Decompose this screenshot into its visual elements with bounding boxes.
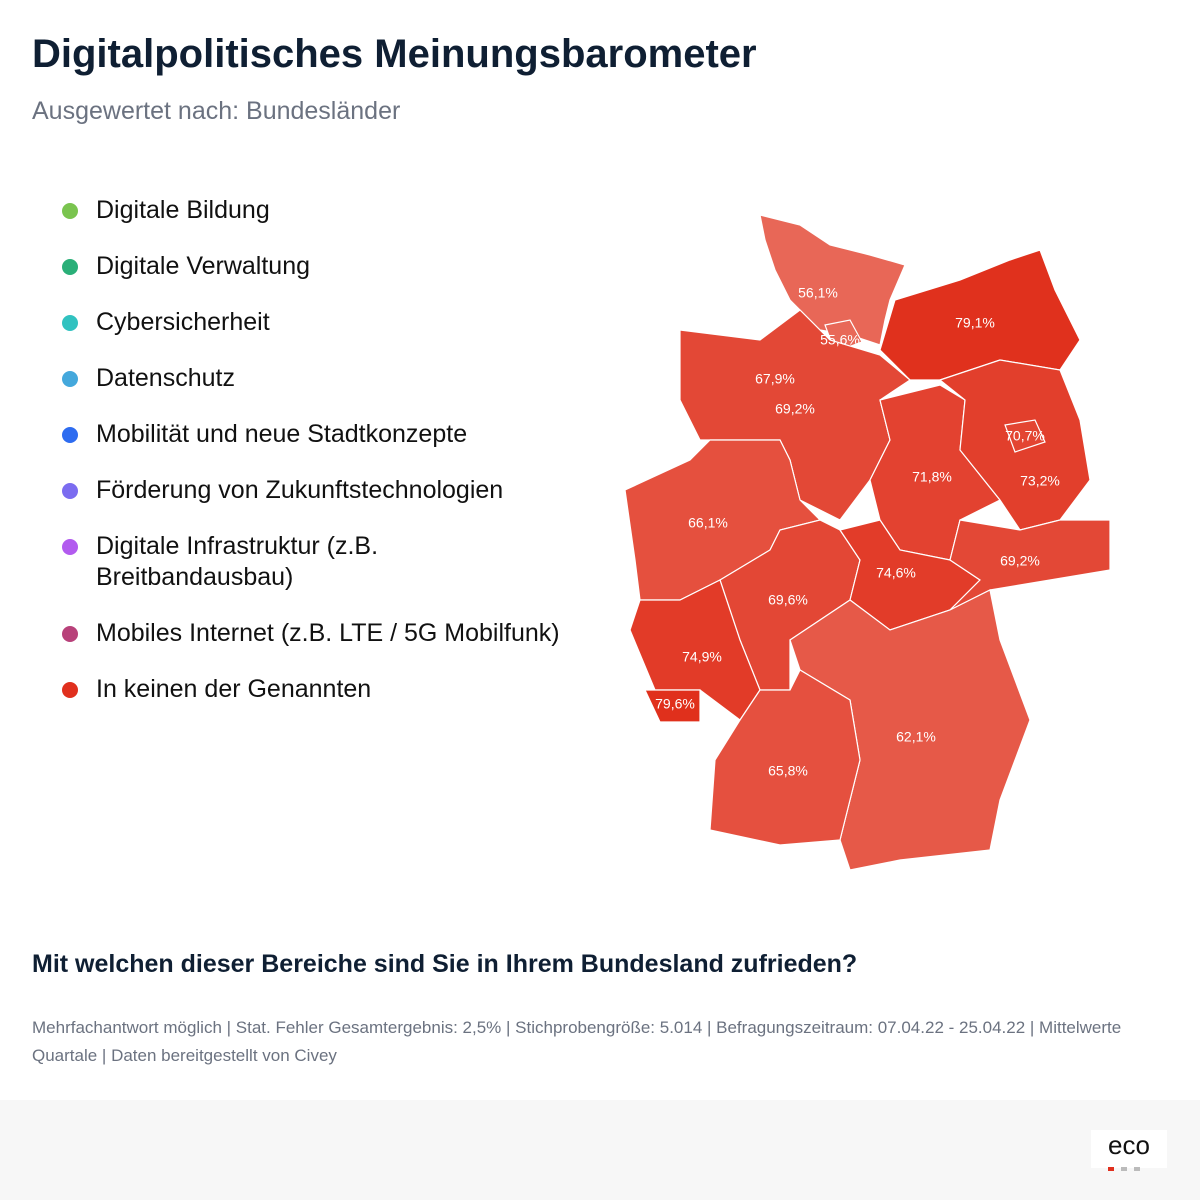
legend-item: Datenschutz [62, 363, 572, 394]
state-label: 74,9% [682, 649, 722, 665]
state-label: 74,6% [876, 565, 916, 581]
state [879, 249, 1081, 381]
question: Mit welchen dieser Bereiche sind Sie in … [32, 950, 858, 978]
legend-label: Förderung von Zukunftstechnologien [96, 476, 504, 504]
state-label: 71,8% [912, 469, 952, 485]
footer [0, 1100, 1200, 1200]
legend-label: Digitale Infrastruktur (z.B. Breitbandau… [96, 532, 379, 591]
state-label: 69,6% [768, 592, 808, 608]
legend-dot [62, 203, 78, 219]
legend-label: Mobilität und neue Stadtkonzepte [96, 420, 468, 448]
legend-label: Mobiles Internet (z.B. LTE / 5G Mobilfun… [96, 619, 560, 647]
state [949, 519, 1111, 611]
legend-item: Digitale Infrastruktur (z.B. Breitbandau… [62, 531, 572, 593]
legend-dot [62, 259, 78, 275]
state-label: 69,2% [775, 401, 815, 417]
state-label: 66,1% [688, 515, 728, 531]
legend-item: In keinen der Genannten [62, 674, 572, 705]
legend-dot [62, 371, 78, 387]
state-label: 62,1% [896, 729, 936, 745]
legend: Digitale Bildung Digitale Verwaltung Cyber… [62, 195, 572, 730]
state [759, 214, 906, 346]
legend-item: Mobilität und neue Stadtkonzepte [62, 419, 572, 450]
state-label: 55,6% [820, 332, 860, 348]
logo: eco [1091, 1130, 1167, 1168]
map: 56,1% 55,6% 79,1% 67,9% 69,2% 71,8% 73,2% 70,7%… [624, 214, 1111, 871]
state-label: 65,8% [768, 763, 808, 779]
legend-item: Digitale Bildung [62, 195, 572, 226]
legend-dot [62, 682, 78, 698]
state-label: 56,1% [798, 285, 838, 301]
legend-item: Mobiles Internet (z.B. LTE / 5G Mobilfun… [62, 618, 572, 649]
legend-dot [62, 539, 78, 555]
legend-label: Datenschutz [96, 364, 235, 392]
state-label: 67,9% [755, 371, 795, 387]
state [1004, 419, 1046, 453]
title: Digitalpolitisches Meinungsbarometer [32, 32, 757, 76]
legend-dot [62, 427, 78, 443]
legend-label: Digitale Bildung [96, 196, 270, 224]
legend-dot [62, 315, 78, 331]
legend-item: Förderung von Zukunftstechnologien [62, 475, 572, 506]
logo-dots [1108, 1158, 1147, 1176]
legend-label: Digitale Verwaltung [96, 252, 311, 280]
legend-dot [62, 483, 78, 499]
note: Mehrfachantwort möglich | Stat. Fehler G… [32, 1018, 1122, 1065]
state-label: 79,1% [955, 315, 995, 331]
legend-label: In keinen der Genannten [96, 675, 372, 703]
state-label: 79,6% [655, 696, 695, 712]
subtitle: Ausgewertet nach: Bundesländer [32, 97, 401, 125]
legend-item: Cybersicherheit [62, 307, 572, 338]
state-label: 70,7% [1005, 428, 1045, 444]
state [709, 669, 861, 846]
legend-label: Cybersicherheit [96, 308, 270, 336]
state-label: 69,2% [1000, 553, 1040, 569]
state [644, 689, 701, 723]
legend-item: Digitale Verwaltung [62, 251, 572, 282]
legend-dot [62, 626, 78, 642]
state-label: 73,2% [1020, 473, 1060, 489]
